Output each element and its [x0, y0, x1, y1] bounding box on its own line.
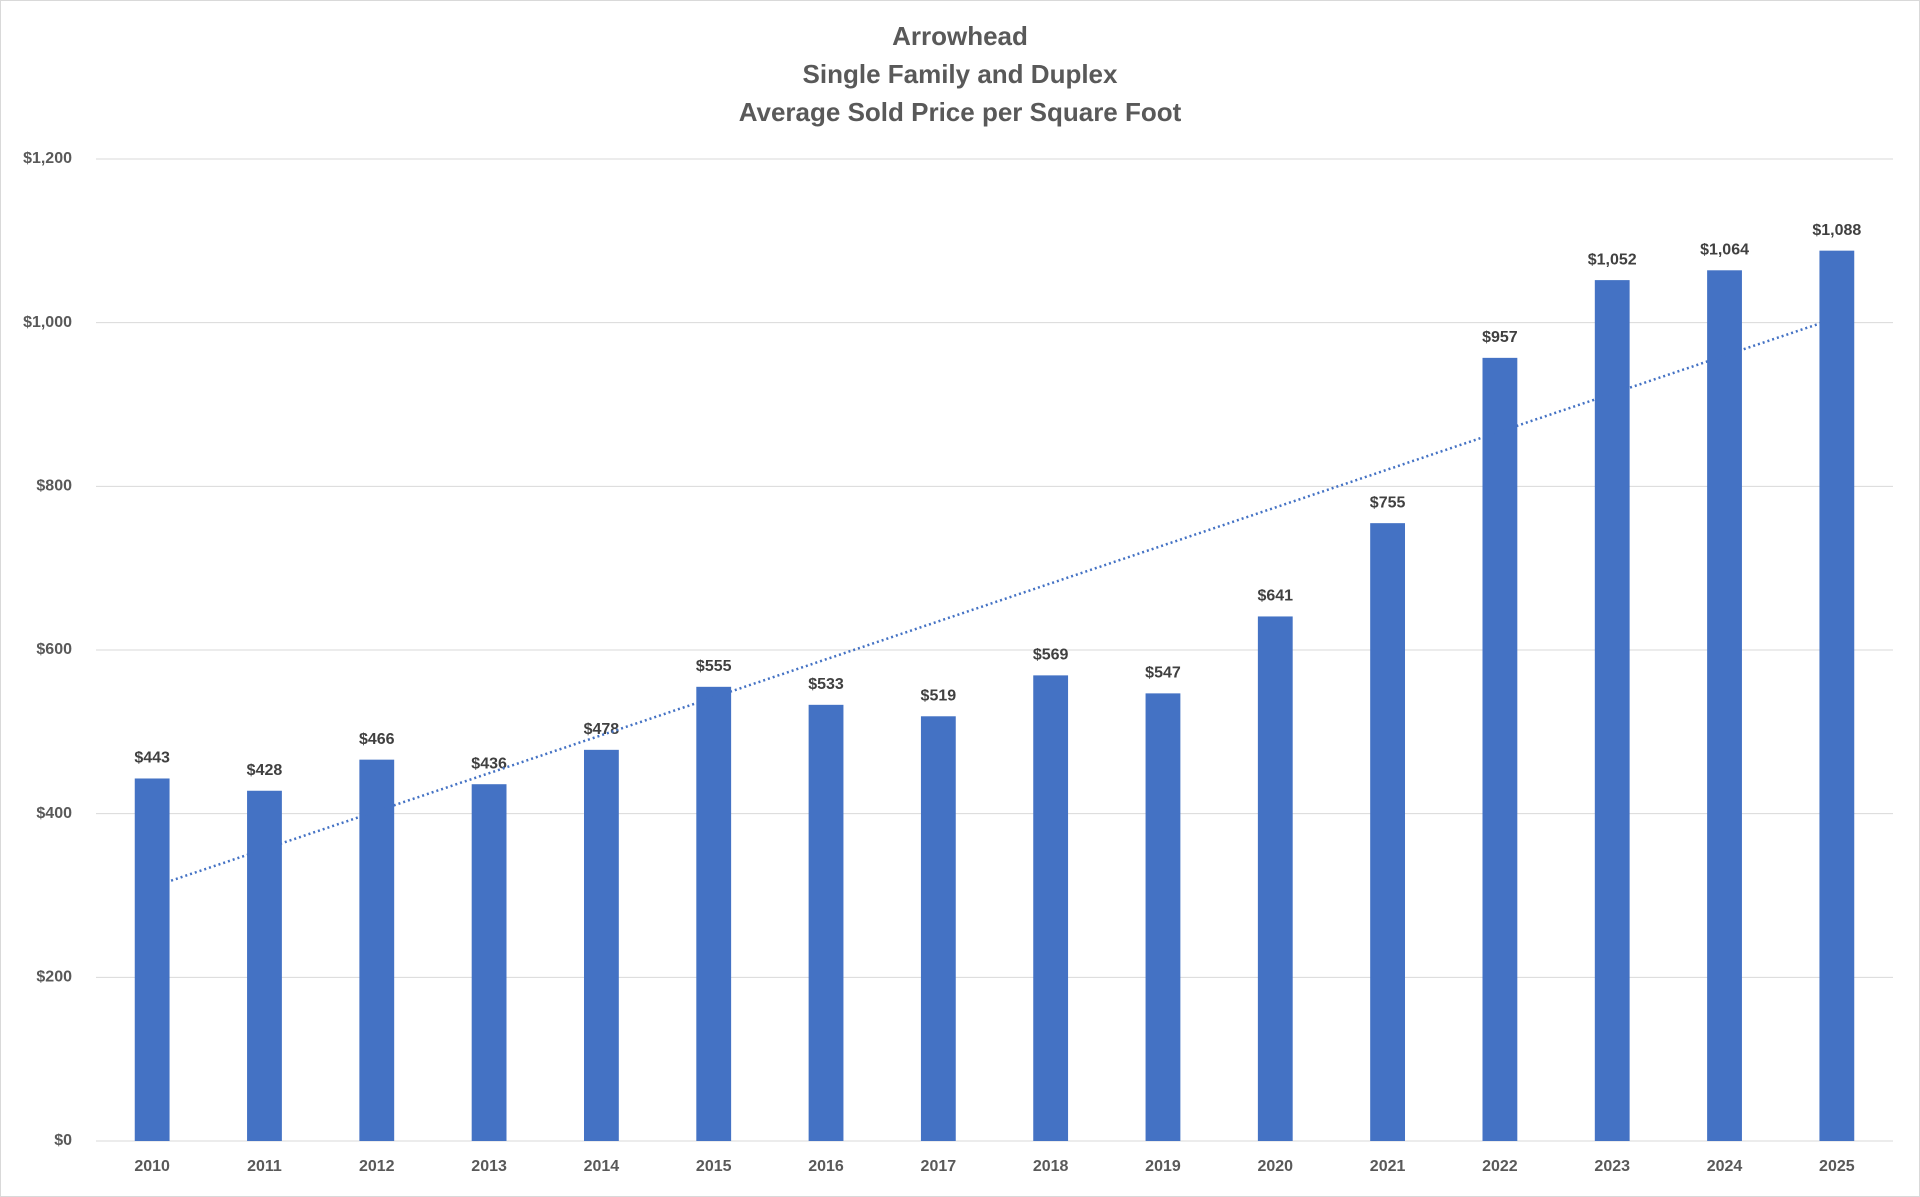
- y-tick-label: $600: [36, 641, 72, 658]
- chart-title: Average Sold Price per Square Foot: [739, 97, 1182, 127]
- x-tick-label: 2012: [359, 1158, 395, 1175]
- bar: [1594, 280, 1630, 1141]
- value-label: $443: [134, 750, 170, 767]
- value-label: $1,052: [1588, 251, 1637, 268]
- x-tick-label: 2022: [1482, 1158, 1518, 1175]
- y-tick-label: $0: [54, 1132, 72, 1149]
- bar: [1819, 250, 1855, 1142]
- chart-title: Single Family and Duplex: [803, 59, 1118, 89]
- value-label: $641: [1257, 588, 1293, 605]
- bar: [247, 790, 282, 1141]
- bar: [1257, 616, 1293, 1141]
- x-tick-label: 2021: [1370, 1158, 1406, 1175]
- value-label: $569: [1033, 647, 1069, 664]
- value-label: $436: [471, 755, 507, 772]
- trendline: [151, 316, 1838, 889]
- bar: [808, 704, 844, 1141]
- bar: [583, 749, 619, 1141]
- x-tick-label: 2017: [921, 1158, 957, 1175]
- x-tick-label: 2023: [1594, 1158, 1630, 1175]
- y-tick-label: $1,000: [23, 314, 72, 331]
- value-label: $755: [1370, 494, 1406, 511]
- value-label: $478: [584, 721, 620, 738]
- x-tick-label: 2025: [1819, 1158, 1855, 1175]
- y-tick-label: $1,200: [23, 150, 72, 167]
- x-tick-label: 2024: [1707, 1158, 1743, 1175]
- x-tick-label: 2019: [1145, 1158, 1181, 1175]
- value-label: $1,088: [1812, 222, 1861, 239]
- value-label: $428: [247, 762, 283, 779]
- x-tick-label: 2015: [696, 1158, 732, 1175]
- bar: [1707, 270, 1742, 1141]
- y-tick-label: $800: [36, 478, 72, 495]
- x-tick-label: 2013: [471, 1158, 507, 1175]
- bar: [1033, 675, 1069, 1141]
- value-label: $533: [808, 676, 844, 693]
- bar: [920, 716, 956, 1141]
- y-tick-label: $400: [36, 805, 72, 822]
- y-tick-label: $200: [36, 969, 72, 986]
- bar: [1370, 523, 1406, 1141]
- x-tick-label: 2011: [247, 1158, 282, 1175]
- value-label: $1,064: [1700, 242, 1749, 259]
- bar: [696, 686, 732, 1141]
- bar: [359, 759, 395, 1141]
- x-tick-label: 2016: [808, 1158, 844, 1175]
- bar: [1145, 693, 1181, 1141]
- x-tick-label: 2018: [1033, 1158, 1069, 1175]
- bar: [134, 778, 170, 1141]
- chart-title: Arrowhead: [892, 21, 1028, 51]
- bar: [1482, 357, 1518, 1142]
- value-label: $466: [359, 731, 395, 748]
- x-tick-label: 2010: [134, 1158, 170, 1175]
- value-label: $547: [1145, 665, 1181, 682]
- bar: [471, 784, 507, 1141]
- value-label: $957: [1482, 329, 1518, 346]
- x-tick-label: 2014: [584, 1158, 620, 1175]
- value-label: $555: [696, 658, 732, 675]
- value-label: $519: [921, 688, 957, 705]
- x-tick-label: 2020: [1257, 1158, 1293, 1175]
